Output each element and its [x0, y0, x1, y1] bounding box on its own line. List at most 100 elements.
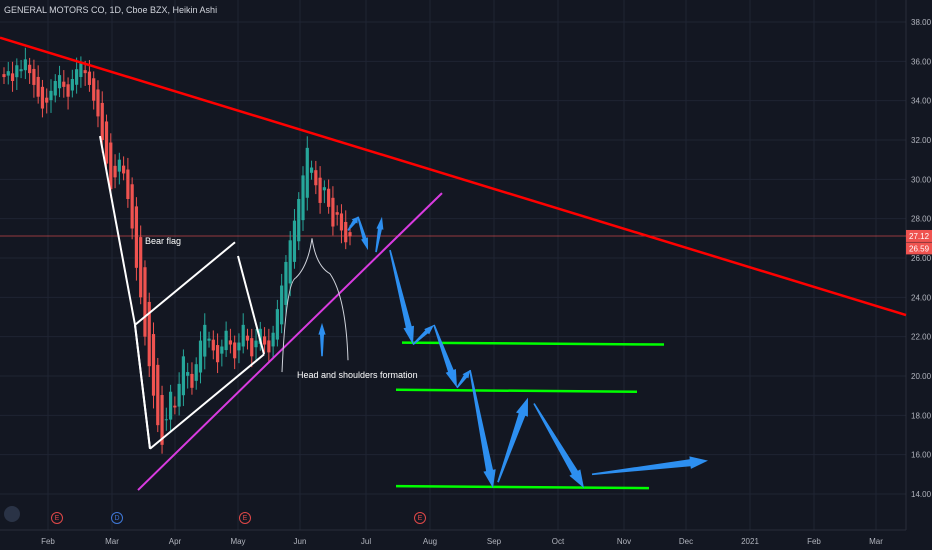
candle-body	[297, 199, 301, 242]
candle-body	[104, 121, 109, 164]
candle-body	[53, 81, 57, 96]
forecast-arrow-11	[591, 456, 708, 476]
candle-body	[198, 340, 203, 373]
candle-body	[327, 188, 331, 207]
candle-body	[122, 165, 126, 174]
y-tick-label: 22.00	[911, 333, 932, 342]
y-tick-label: 36.00	[911, 57, 932, 66]
candle-body	[288, 240, 292, 284]
candle-body	[36, 76, 40, 97]
y-tick-label: 28.00	[911, 215, 932, 224]
forecast-arrow-8	[469, 369, 496, 489]
candle-body	[100, 102, 104, 140]
up-arrow-small	[318, 322, 326, 357]
forecast-arrow-10	[533, 403, 584, 489]
candle-body	[126, 169, 130, 199]
x-tick-label: Feb	[41, 537, 55, 546]
flag-left-edge	[134, 324, 151, 449]
candle-body	[245, 335, 250, 341]
candle-body	[301, 175, 305, 221]
flag-right-edge	[237, 255, 265, 355]
forecast-arrow-7	[456, 370, 470, 389]
candle-body	[62, 81, 66, 87]
candle-body	[254, 340, 258, 348]
candle-body	[147, 301, 151, 367]
candle-body	[250, 338, 254, 357]
candle-body	[109, 142, 113, 190]
candle-body	[314, 170, 318, 186]
y-tick-label: 18.00	[911, 411, 932, 420]
candle-body	[160, 395, 164, 445]
tradingview-logo-icon[interactable]	[4, 506, 20, 522]
chart-title: GENERAL MOTORS CO, 1D, Cboe BZX, Heikin …	[4, 5, 218, 15]
candle-body	[203, 324, 207, 357]
candle-body	[156, 364, 160, 426]
candle-body	[173, 405, 177, 408]
forecast-arrow-5	[412, 324, 434, 346]
candle-body	[228, 340, 232, 345]
forecast-arrow-3	[375, 216, 384, 253]
x-tick-label: Nov	[617, 537, 631, 546]
candle-body	[190, 373, 194, 388]
candle-body	[318, 177, 322, 203]
x-tick-label: Apr	[169, 537, 182, 546]
candle-body	[143, 267, 147, 337]
candle-body	[181, 356, 186, 396]
candle-body	[220, 346, 224, 354]
resistance-trendline	[0, 36, 907, 317]
x-tick-label: May	[230, 537, 245, 546]
candle-body	[267, 340, 271, 353]
price-label-1: 27.12	[909, 232, 930, 241]
candle-body	[79, 63, 83, 77]
candle-body	[280, 285, 284, 325]
y-tick-label: 30.00	[911, 175, 932, 184]
forecast-arrow-6	[433, 324, 457, 388]
price-label-box-2	[906, 242, 932, 255]
forecast-arrow-4	[389, 249, 414, 345]
candle-body	[292, 220, 297, 262]
target-line-3	[395, 484, 650, 490]
candle-body	[348, 232, 352, 237]
candle-body	[75, 69, 79, 85]
candle-body	[32, 68, 36, 85]
y-tick-label: 14.00	[911, 490, 932, 499]
candle-body	[168, 391, 173, 420]
candle-body	[49, 90, 53, 101]
flag-pole	[99, 135, 136, 326]
y-tick-label: 38.00	[911, 18, 932, 27]
candle-body	[309, 167, 314, 173]
candle-body	[211, 339, 215, 351]
candle-body	[134, 206, 139, 268]
earnings-marker[interactable]: E	[414, 512, 426, 524]
head-and-shoulders-label: Head and shoulders formation	[297, 370, 418, 380]
y-tick-label: 32.00	[911, 136, 932, 145]
candle-body	[130, 184, 134, 229]
candle-body	[339, 213, 344, 231]
target-line-2	[395, 388, 638, 393]
flag-upper-boundary	[134, 241, 236, 326]
candle-body	[57, 75, 62, 89]
y-tick-label: 20.00	[911, 372, 932, 381]
candle-body	[331, 197, 335, 227]
candle-body	[151, 334, 156, 396]
y-tick-label: 26.00	[911, 254, 932, 263]
earnings-marker[interactable]: E	[51, 512, 63, 524]
candle-body	[344, 221, 348, 243]
x-tick-label: Feb	[807, 537, 821, 546]
candle-body	[305, 147, 309, 198]
candle-body	[207, 338, 211, 341]
dividend-marker[interactable]: D	[111, 512, 123, 524]
x-tick-label: 2021	[741, 537, 759, 546]
candle-body	[241, 324, 245, 347]
bear-flag-label: Bear flag	[145, 236, 181, 246]
x-tick-label: Dec	[679, 537, 693, 546]
candle-body	[40, 86, 45, 109]
x-tick-label: Sep	[487, 537, 502, 546]
head-and-shoulders-curve	[281, 238, 349, 373]
candle-body	[258, 328, 262, 344]
flag-lower-boundary	[149, 353, 265, 450]
candle-body	[15, 65, 19, 78]
earnings-marker[interactable]: E	[239, 512, 251, 524]
x-tick-label: Oct	[552, 537, 565, 546]
